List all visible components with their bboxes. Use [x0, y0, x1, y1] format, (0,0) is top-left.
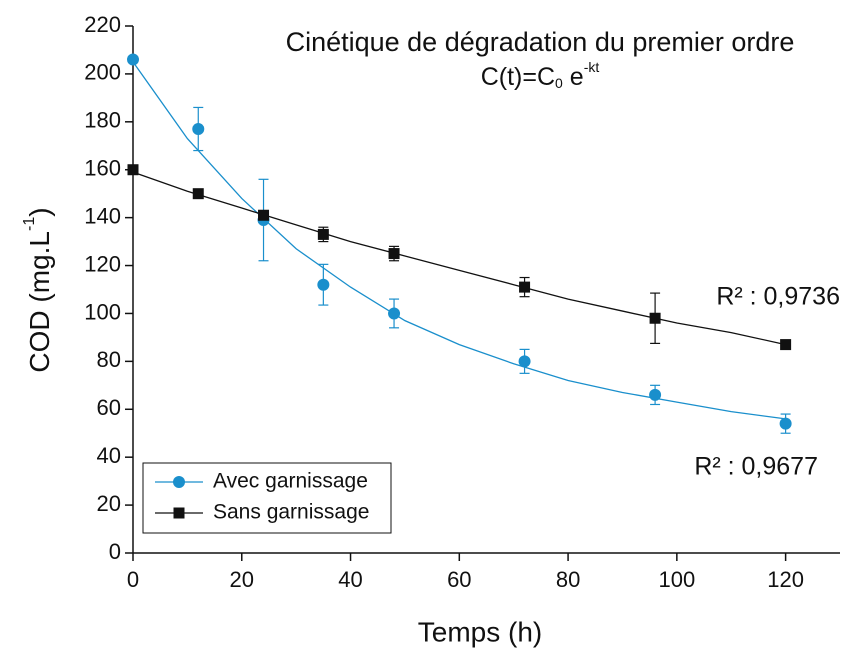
y-tick-label: 80: [97, 347, 121, 372]
legend-box: [142, 462, 392, 534]
y-tick-label: 100: [84, 299, 121, 324]
formula-sup: -kt: [584, 59, 600, 75]
x-tick-label: 0: [127, 567, 139, 592]
fit-curve: [132, 171, 786, 346]
x-tick-label: 60: [447, 567, 471, 592]
data-point: [192, 188, 204, 200]
y-tick-label: 120: [84, 251, 121, 276]
y-label-sup: -1: [21, 217, 38, 231]
formula: C(t)=C0 e-kt: [481, 59, 600, 91]
data-point: [192, 123, 205, 136]
legend-label: Avec garnissage: [213, 470, 368, 493]
data-point: [780, 339, 792, 351]
y-tick-label: 20: [97, 491, 121, 516]
data-point: [317, 228, 329, 240]
chart-title: Cinétique de dégradation du premier ordr…: [286, 27, 795, 57]
formula-sub: 0: [555, 75, 563, 91]
x-tick-label: 40: [338, 567, 362, 592]
x-tick-label: 20: [230, 567, 254, 592]
fit-curve: [132, 61, 786, 420]
r2-annotation: R² : 0,9677: [694, 453, 818, 481]
x-axis-label: Temps (h): [418, 616, 542, 647]
r2-annotation: R² : 0,9736: [716, 283, 840, 311]
y-tick-label: 60: [97, 395, 121, 420]
formula-mid: e: [563, 63, 584, 91]
y-tick-label: 200: [84, 60, 121, 85]
x-tick-label: 120: [767, 567, 804, 592]
data-point: [518, 355, 531, 368]
data-point: [127, 164, 139, 176]
y-tick-label: 0: [109, 539, 121, 564]
data-point: [388, 307, 401, 320]
data-point: [649, 388, 662, 401]
y-tick-label: 140: [84, 203, 121, 228]
data-point: [779, 417, 792, 430]
legend-label: Sans garnissage: [213, 501, 369, 524]
y-tick-label: 220: [84, 12, 121, 37]
y-axis-label: COD (mg.L-1): [21, 207, 55, 372]
y-label-base: COD (mg.L: [24, 231, 55, 373]
y-tick-label: 40: [97, 443, 121, 468]
data-point: [127, 53, 139, 66]
y-tick-label: 180: [84, 108, 121, 133]
x-tick-label: 80: [556, 567, 580, 592]
data-point: [519, 281, 531, 293]
legend-marker: [173, 476, 185, 488]
y-label-end: ): [24, 207, 55, 216]
data-point: [649, 312, 661, 324]
legend-marker: [173, 507, 185, 519]
data-point: [258, 209, 270, 221]
data-point: [317, 278, 330, 291]
data-point: [388, 248, 400, 260]
formula-base: C(t)=C: [481, 63, 555, 91]
y-tick-label: 160: [84, 156, 121, 181]
x-tick-label: 100: [658, 567, 695, 592]
